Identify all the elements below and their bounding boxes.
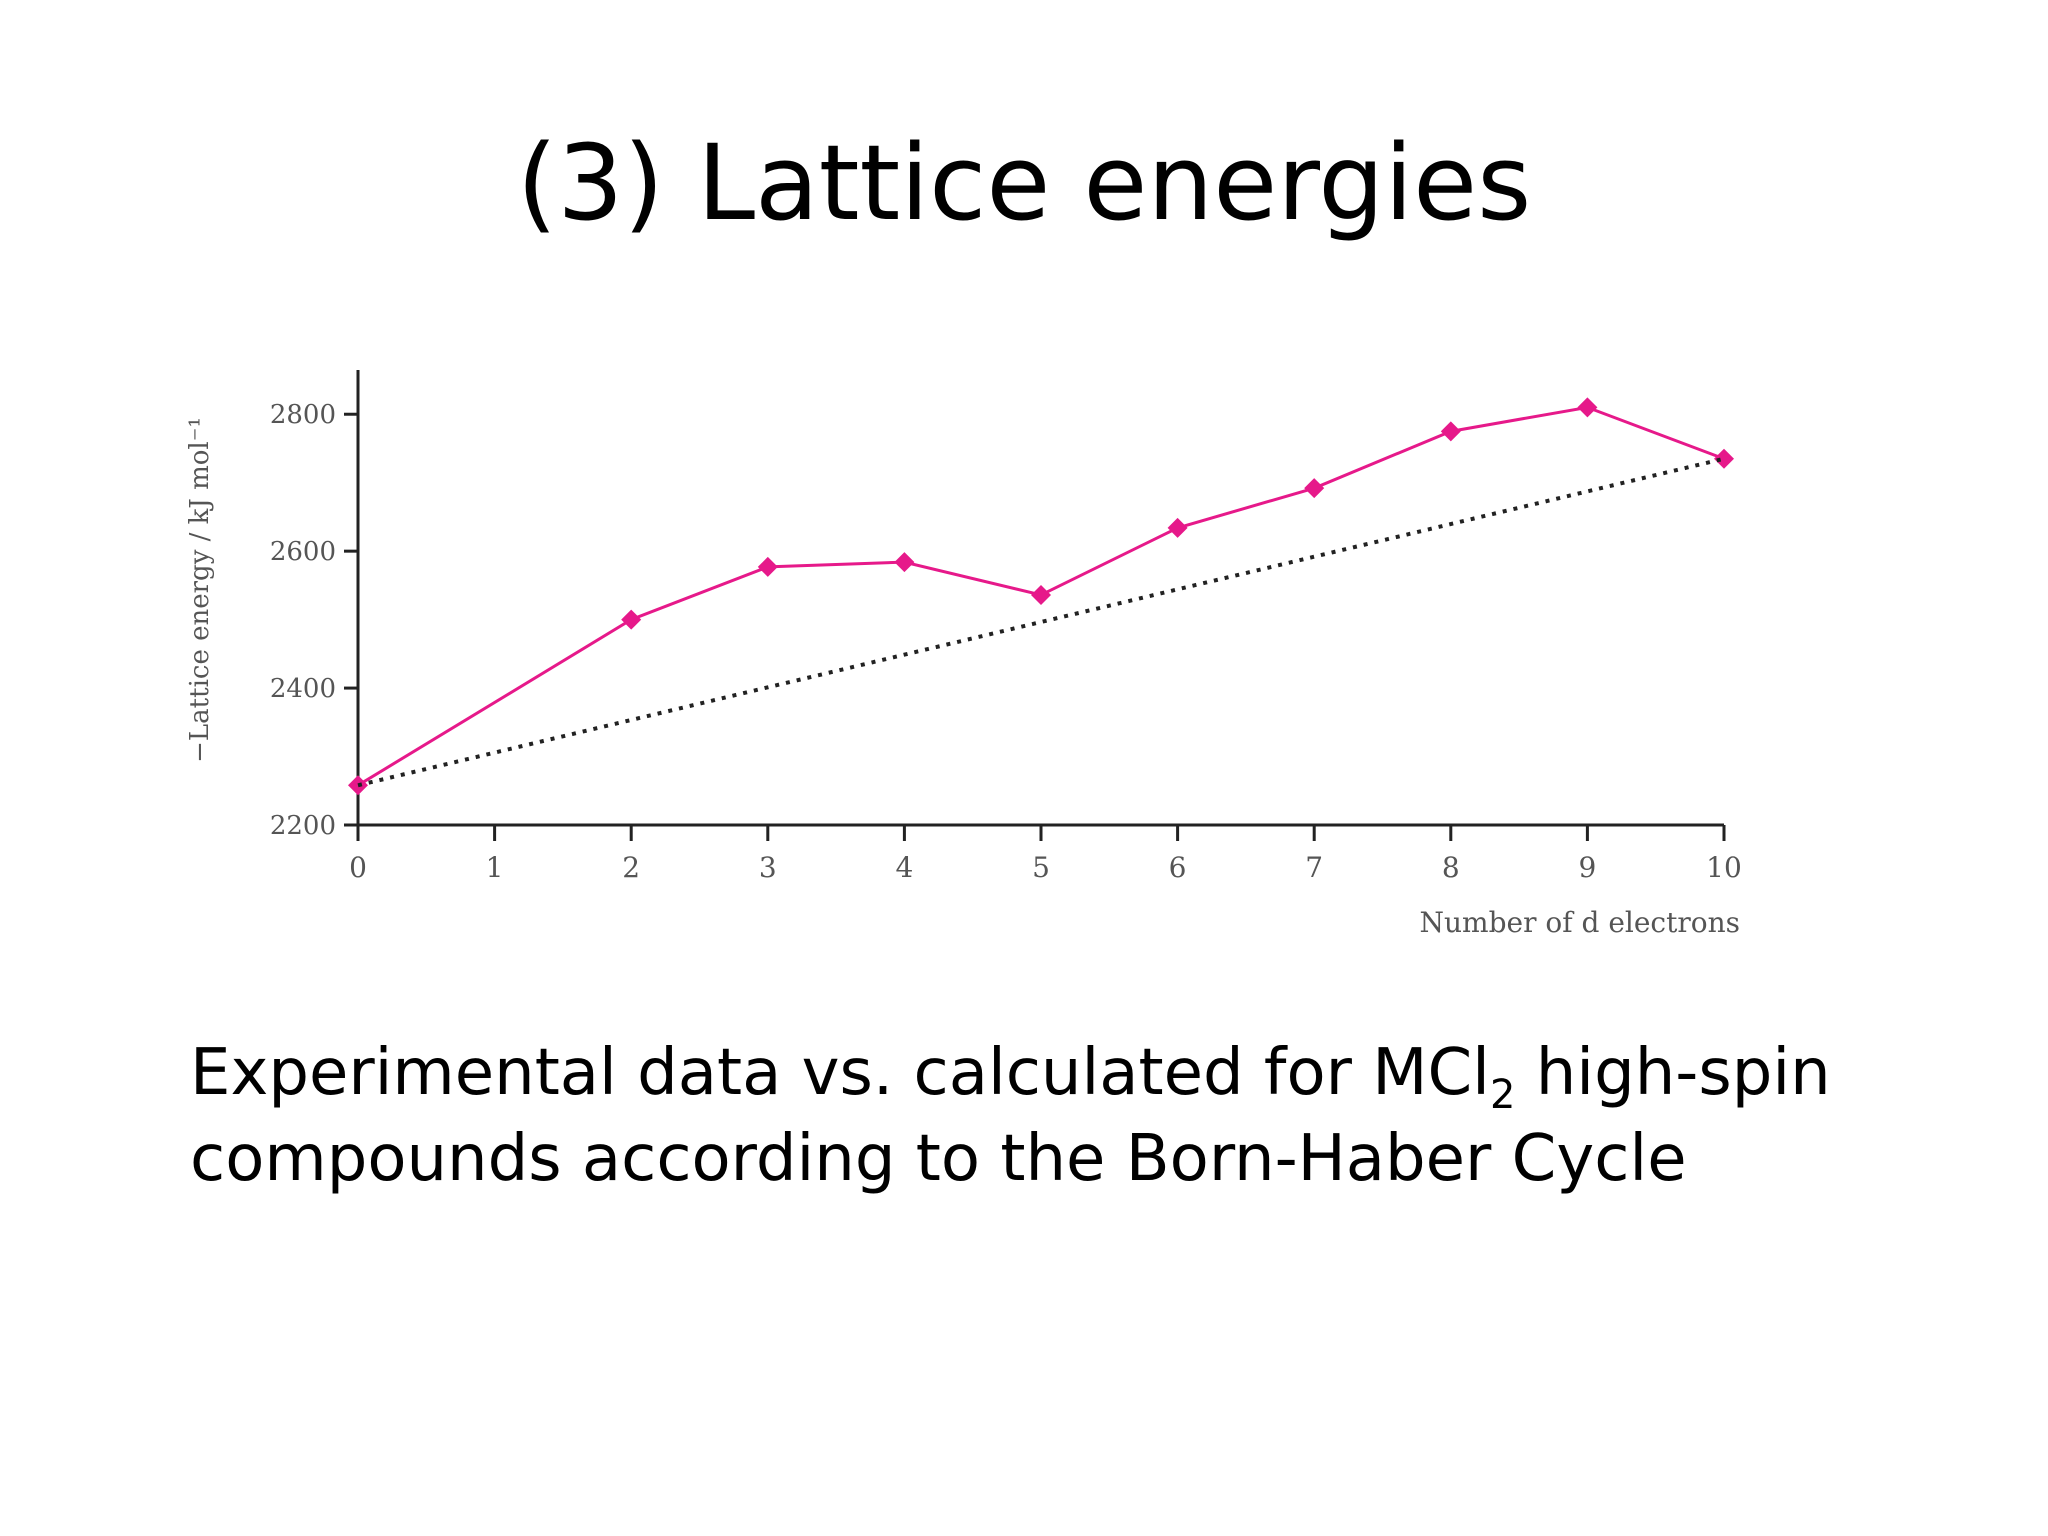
caption-text: Experimental data vs. calculated for MCl <box>190 1036 1490 1110</box>
y-axis-label: −Lattice energy / kJ mol⁻¹ <box>185 417 215 763</box>
x-axis-label: Number of d electrons <box>1420 906 1740 939</box>
data-point-marker <box>757 556 778 577</box>
lattice-energy-chart: 2200 2400 2600 2800 0 1 2 3 4 5 6 7 8 9 10 −Lattice en… <box>185 370 1742 939</box>
data-point-marker <box>621 609 642 630</box>
series-layer <box>348 397 1734 796</box>
slide-title: (3) Lattice energies <box>516 122 1532 244</box>
y-tick-label: 2200 <box>270 811 336 841</box>
data-point-marker <box>1167 517 1188 538</box>
slide-caption: Experimental data vs. calculated for MCl… <box>190 1030 1990 1202</box>
caption-line-2: compounds according to the Born-Haber Cy… <box>190 1122 1687 1196</box>
y-tick-label: 2600 <box>270 537 336 567</box>
data-point-marker <box>1304 478 1325 499</box>
x-tick-label: 8 <box>1442 851 1460 884</box>
x-tick-label: 5 <box>1032 851 1050 884</box>
y-tick-label: 2400 <box>270 674 336 704</box>
x-tick-label: 7 <box>1305 851 1323 884</box>
data-point-marker <box>1714 448 1734 469</box>
x-tick-label: 1 <box>486 851 504 884</box>
caption-text: high-spin <box>1515 1036 1831 1110</box>
data-point-marker <box>1031 584 1051 605</box>
x-tick-label: 4 <box>895 851 913 884</box>
data-point-marker <box>894 552 915 573</box>
caption-subscript: 2 <box>1489 1072 1516 1118</box>
x-tick-label: 6 <box>1169 851 1187 884</box>
x-tick-label: 10 <box>1706 851 1742 884</box>
y-tick-label: 2800 <box>270 400 336 430</box>
data-point-marker <box>1577 397 1598 418</box>
x-tick-label: 2 <box>622 851 640 884</box>
axes: 2200 2400 2600 2800 0 1 2 3 4 5 6 7 8 9 10 <box>270 370 1742 884</box>
calculated-trend-line <box>357 456 1725 788</box>
x-tick-label: 9 <box>1578 851 1596 884</box>
caption-line-1: Experimental data vs. calculated for MCl… <box>190 1030 1990 1116</box>
data-point-marker <box>1440 421 1461 442</box>
experimental-data-line <box>357 405 1725 787</box>
x-tick-label: 0 <box>349 851 367 884</box>
x-tick-label: 3 <box>759 851 777 884</box>
